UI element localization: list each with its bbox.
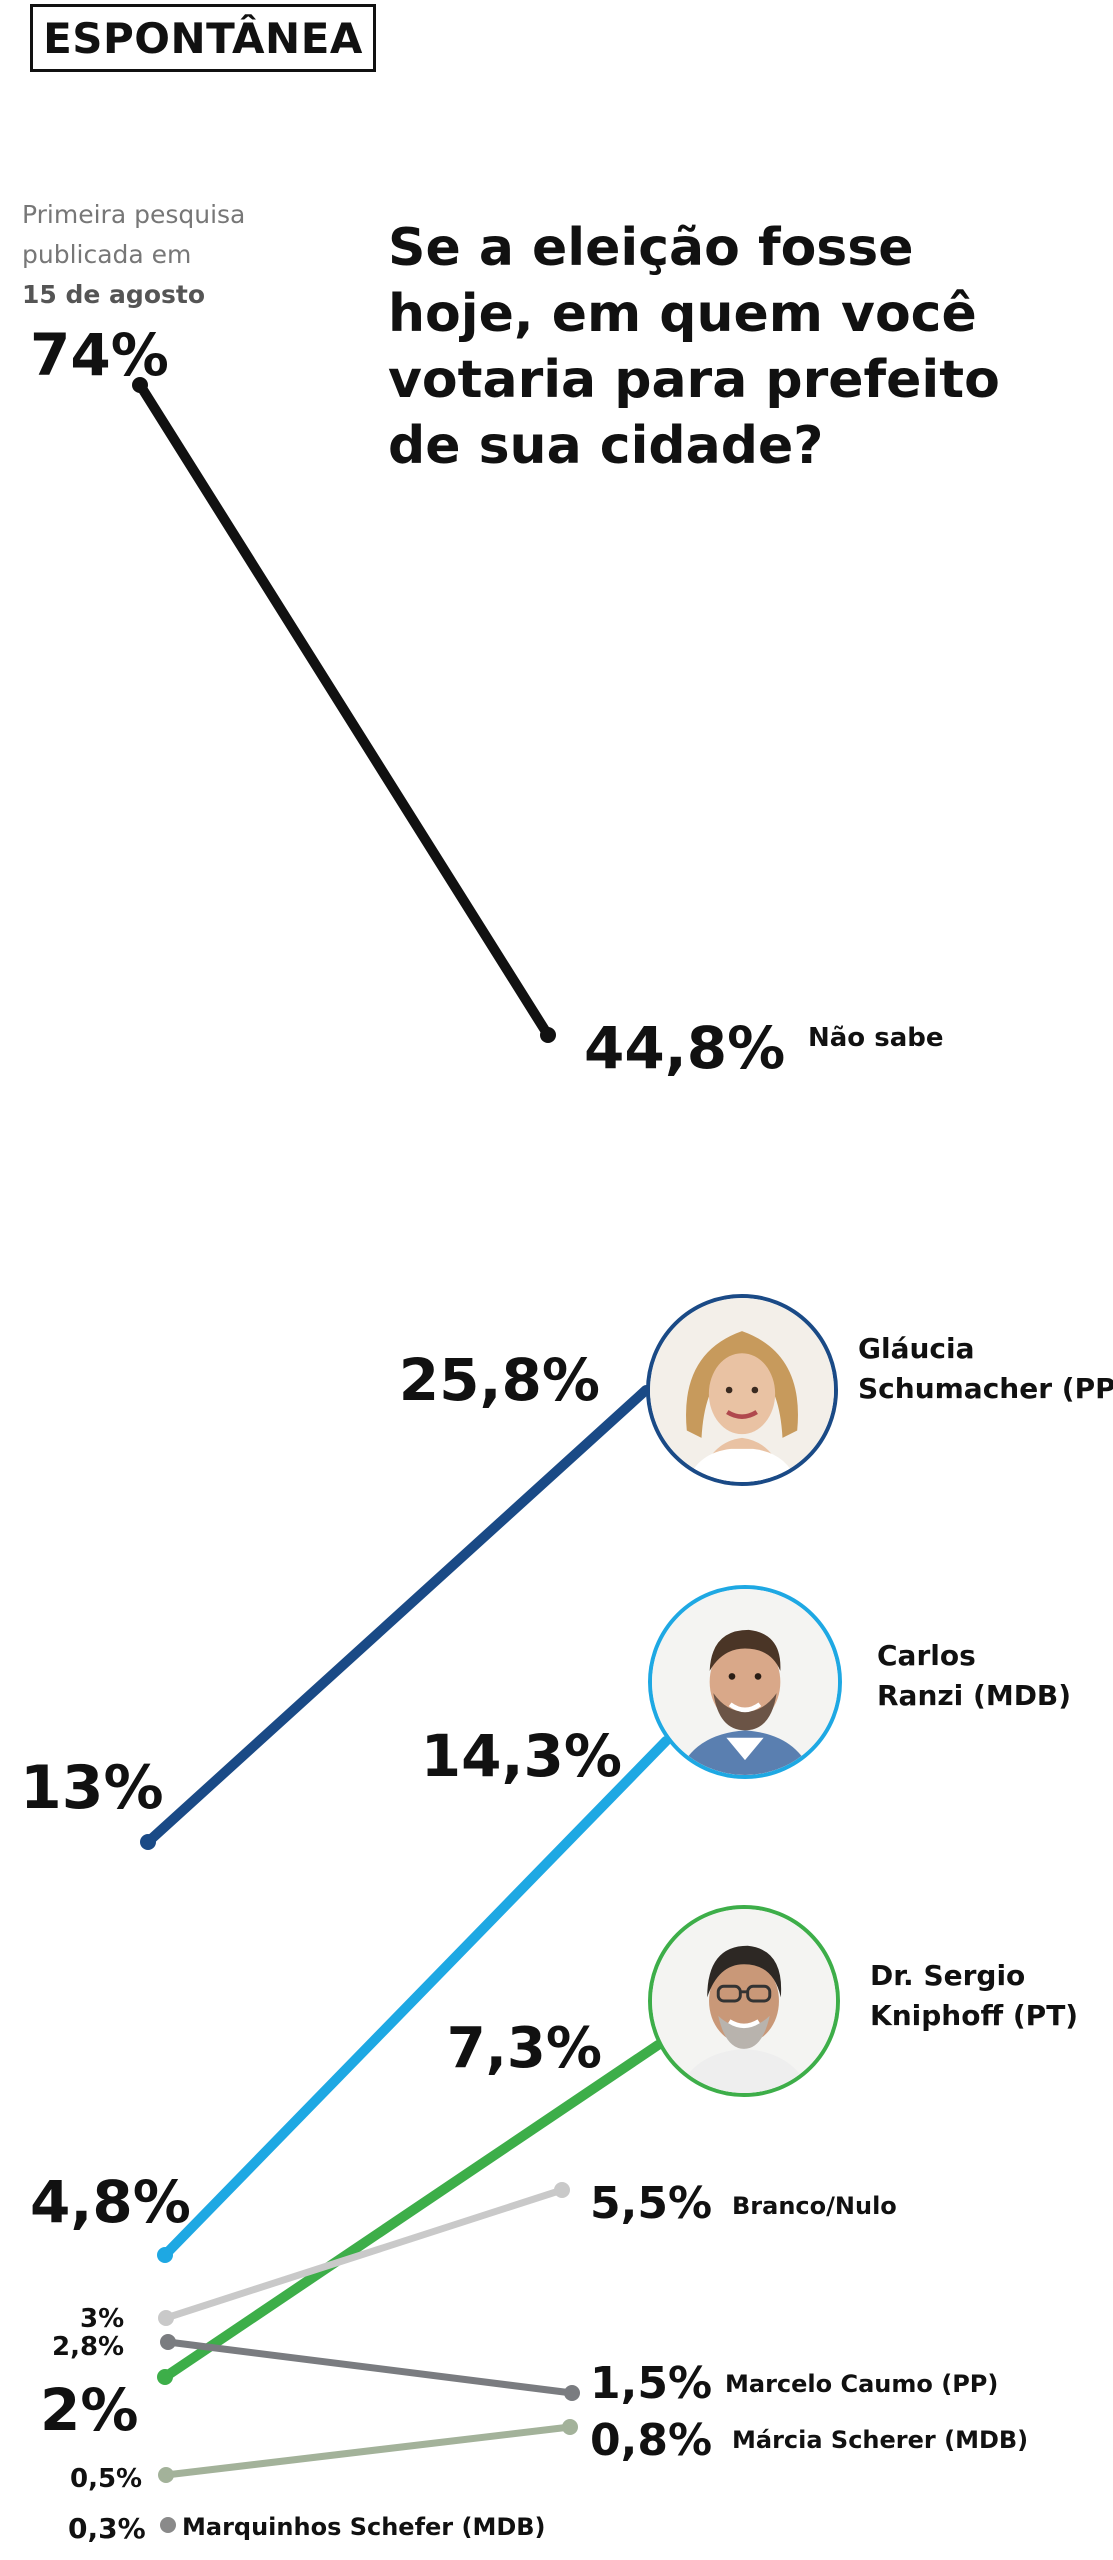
marquinhos-schefer-mdb-series-name: Marquinhos Schefer (MDB) [182, 2513, 546, 2541]
marcia-scherer-mdb-start-label: 0,5% [70, 2464, 142, 2494]
branco-nulo-end-point [554, 2182, 570, 2198]
series-lines [135, 380, 671, 2479]
nao-sabe-end-point [540, 1027, 556, 1043]
glaucia-schumacher-photo [646, 1294, 838, 1486]
marcelo-caumo-pp-start-label: 2,8% [52, 2332, 124, 2362]
nao-sabe-line [135, 380, 553, 1040]
carlos-ranzi-mdb-line [160, 1736, 671, 2260]
first-survey-date: 15 de agosto [22, 280, 205, 309]
marcia-scherer-mdb-series-name: Márcia Scherer (MDB) [732, 2426, 1028, 2454]
branco-nulo-line [162, 2186, 566, 2322]
glaucia-schumacher-pp-start-point [140, 1834, 156, 1850]
marcelo-caumo-pp-line [164, 2338, 576, 2397]
carlos-ranzi-mdb-start-point [157, 2247, 173, 2263]
man-portrait-icon [652, 1589, 838, 1775]
branco-nulo-start-label: 3% [80, 2304, 124, 2334]
branco-nulo-series-name: Branco/Nulo [732, 2192, 897, 2220]
marcia-scherer-mdb-end-label: 0,8% [590, 2415, 712, 2466]
first-survey-note: Primeira pesquisa publicada em 15 de ago… [22, 195, 252, 315]
nao-sabe-end-label: 44,8% [584, 1014, 785, 1082]
carlos-ranzi-photo [648, 1585, 842, 1779]
carlos-ranzi-mdb-start-label: 4,8% [30, 2168, 191, 2236]
series-points [132, 377, 580, 2533]
glaucia-schumacher-pp-end-label: 25,8% [399, 1346, 600, 1414]
section-tag: ESPONTÂNEA [30, 4, 376, 72]
older-man-portrait-icon [652, 1909, 836, 2093]
carlos-ranzi-mdb-series-name: Carlos Ranzi (MDB) [877, 1639, 1071, 1712]
nao-sabe-start-label: 74% [30, 321, 169, 389]
marcelo-caumo-pp-end-label: 1,5% [590, 2358, 712, 2409]
glaucia-schumacher-pp-series-name: Gláucia Schumacher (PP) [858, 1332, 1113, 1405]
marcelo-caumo-pp-start-point [160, 2334, 176, 2350]
dr-sergio-kniphoff-pt-start-label: 2% [40, 2376, 138, 2444]
dr-sergio-kniphoff-pt-line [160, 2040, 663, 2382]
marquinhos-schefer-mdb-start-point [160, 2517, 176, 2533]
glaucia-schumacher-pp-line [143, 1385, 651, 1847]
dr-sergio-kniphoff-pt-end-label: 7,3% [447, 2016, 602, 2081]
nao-sabe-start-point [132, 377, 148, 393]
series-labels: 74% 44,8% Não sabe 13% 25,8% Gláucia Schumache… [20, 321, 1113, 2545]
first-survey-line-2: publicada em [22, 240, 192, 269]
first-survey-line-1: Primeira pesquisa [22, 200, 246, 229]
carlos-ranzi-mdb-end-label: 14,3% [421, 1722, 622, 1790]
marquinhos-schefer-mdb-start-label: 0,3% [68, 2512, 146, 2545]
marcia-scherer-mdb-line [162, 2423, 574, 2479]
branco-nulo-end-label: 5,5% [590, 2178, 712, 2229]
marcelo-caumo-pp-series-name: Marcelo Caumo (PP) [725, 2370, 998, 2398]
woman-portrait-icon [650, 1298, 834, 1482]
marcia-scherer-mdb-start-point [158, 2467, 174, 2483]
chart-question: Se a eleição fosse hoje, em quem você vo… [388, 218, 1000, 476]
dr-sergio-kniphoff-pt-series-name: Dr. Sergio Kniphoff (PT) [870, 1959, 1078, 2032]
marcia-scherer-mdb-end-point [562, 2419, 578, 2435]
dr-sergio-kniphoff-pt-start-point [157, 2369, 173, 2385]
nao-sabe-series-name: Não sabe [808, 1023, 943, 1053]
sergio-kniphoff-photo [648, 1905, 840, 2097]
marcelo-caumo-pp-end-point [564, 2385, 580, 2401]
glaucia-schumacher-pp-start-label: 13% [20, 1753, 164, 1823]
branco-nulo-start-point [158, 2310, 174, 2326]
